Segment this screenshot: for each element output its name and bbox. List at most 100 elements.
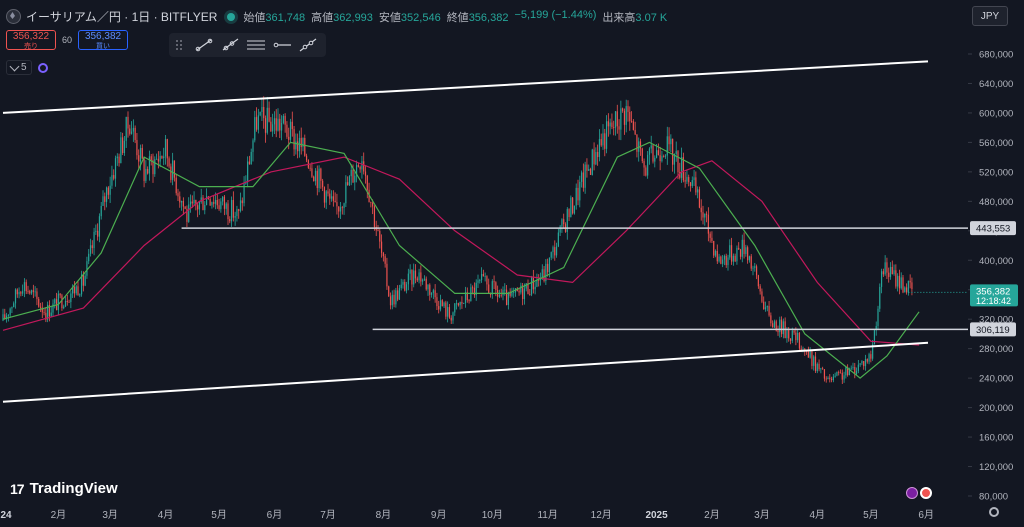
candle-body — [518, 290, 520, 293]
x-tick-label: 12月 — [591, 509, 612, 521]
gear-icon[interactable] — [989, 507, 999, 517]
dividend-icon[interactable] — [920, 487, 932, 499]
candle-body — [202, 197, 204, 211]
candle-body — [30, 290, 33, 294]
currency-button[interactable]: JPY — [972, 6, 1008, 26]
candle-body — [543, 269, 545, 282]
candle-body — [686, 177, 688, 182]
candle-body — [595, 152, 597, 165]
candle-body — [370, 202, 372, 204]
candle-body — [772, 323, 774, 328]
candle-body — [852, 367, 854, 368]
candle-body — [604, 133, 606, 149]
candle-body — [429, 284, 431, 295]
indicators-toggle[interactable]: 5 — [6, 60, 32, 75]
candle-body — [889, 266, 892, 277]
candle-body — [757, 275, 759, 287]
candle-body — [216, 199, 218, 206]
candle-body — [539, 279, 542, 281]
candle-body — [273, 118, 276, 125]
candle-body — [80, 274, 83, 295]
y-tick-label: 400,000 — [979, 256, 1013, 267]
candle-body — [220, 201, 222, 210]
candle-body — [255, 117, 258, 130]
candle-body — [432, 290, 434, 293]
candle-body — [193, 199, 195, 204]
trend-line-icon — [195, 38, 213, 52]
candle-body — [175, 177, 177, 194]
parallel-channel-button[interactable] — [243, 35, 269, 55]
y-tick-label: 600,000 — [979, 108, 1013, 119]
candle-body — [605, 121, 608, 149]
candle-body — [393, 294, 395, 305]
x-tick-label: 6月 — [918, 509, 934, 521]
candle-body — [464, 292, 467, 303]
candle-body — [557, 232, 559, 247]
indicator-icon[interactable] — [37, 62, 48, 73]
candle-body — [877, 308, 879, 327]
trend-line-button[interactable] — [191, 35, 217, 55]
horizontal-ray-button[interactable] — [269, 35, 295, 55]
candle-body — [664, 155, 667, 157]
candle-body — [425, 278, 427, 290]
candle-body — [280, 122, 283, 131]
candle-body — [654, 157, 656, 162]
candle-body — [797, 332, 799, 341]
candle-body — [152, 160, 154, 175]
candle-body — [257, 115, 259, 130]
candle-body — [695, 177, 697, 193]
candle-body — [830, 378, 833, 381]
candle-body — [123, 140, 126, 154]
candle-body — [397, 290, 399, 300]
candle-body — [352, 169, 354, 183]
candle-body — [472, 287, 474, 289]
candle-body — [591, 149, 593, 175]
candle-body — [716, 250, 718, 262]
candle-body — [586, 164, 588, 171]
y-tick-label: 240,000 — [979, 374, 1013, 385]
candle-body — [122, 137, 124, 154]
sell-button[interactable]: 356,322 売り — [6, 30, 56, 50]
indicator-row: 5 — [6, 60, 48, 75]
candle-body — [86, 261, 88, 276]
candle-body — [129, 128, 131, 134]
candle-body — [82, 274, 84, 286]
parallel-channel-icon — [247, 40, 265, 50]
candle-body — [864, 359, 867, 367]
candle-body — [361, 161, 363, 170]
candle-body — [748, 256, 751, 261]
candle-body — [72, 286, 74, 294]
candle-body — [536, 279, 538, 287]
candle-body — [836, 371, 838, 376]
candle-body — [611, 122, 613, 128]
candle-body — [223, 196, 226, 209]
candle-body — [147, 168, 149, 174]
chart-header: イーサリアム／円 · 1日 · BITFLYER 始値361,748 高値362… — [0, 0, 1024, 30]
extended-line-button[interactable] — [295, 35, 321, 55]
candle-body — [577, 187, 579, 201]
candle-body — [893, 270, 895, 275]
buy-button[interactable]: 356,382 買い — [78, 30, 129, 50]
candle-body — [582, 172, 584, 188]
candle-body — [373, 206, 376, 227]
candle-body — [880, 271, 883, 287]
candle-body — [89, 245, 92, 254]
candle-body — [720, 256, 722, 264]
drag-handle-icon[interactable] — [175, 39, 183, 51]
ma-fast-line — [2, 141, 920, 379]
candle-body — [134, 127, 136, 141]
candle-body — [548, 257, 551, 273]
candle-body — [161, 155, 163, 159]
event-icon[interactable] — [906, 487, 918, 499]
ray-button[interactable] — [217, 35, 243, 55]
candle-body — [777, 330, 779, 333]
candle-body — [91, 245, 93, 249]
candle-body — [643, 161, 645, 168]
candle-body — [741, 239, 743, 257]
candle-body — [616, 111, 618, 127]
symbol-title[interactable]: イーサリアム／円 · 1日 · BITFLYER — [26, 10, 218, 24]
candle-body — [502, 289, 504, 296]
candle-body — [795, 332, 797, 341]
candle-body — [705, 213, 708, 215]
